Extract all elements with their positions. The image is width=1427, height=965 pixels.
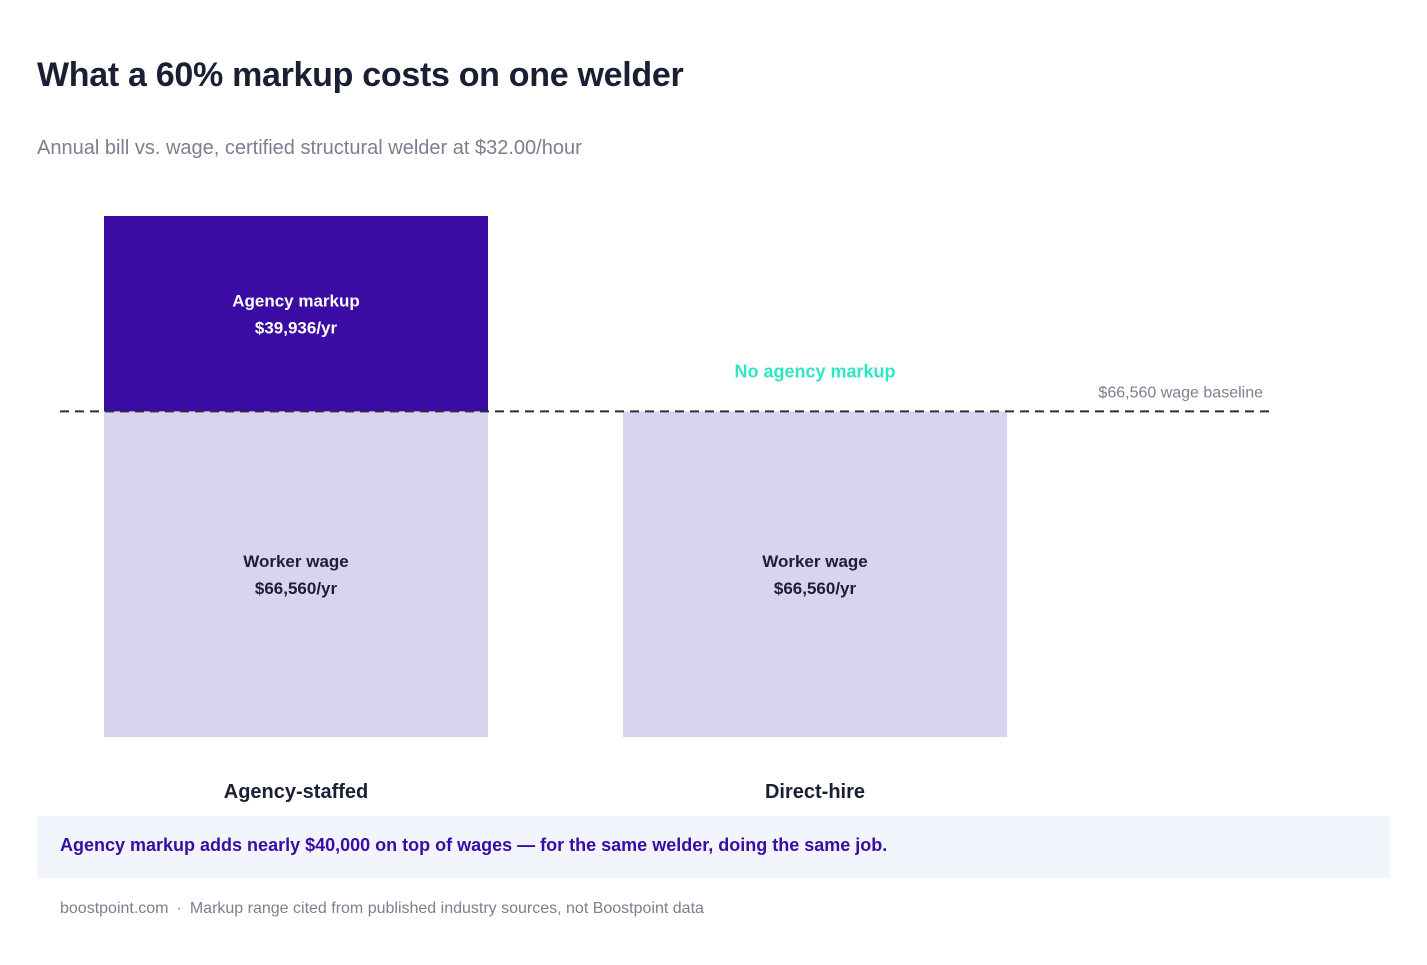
footer: boostpoint.com · Markup range cited from p… xyxy=(60,900,704,918)
label-wage-name-agency-staffed: Worker wage xyxy=(243,552,349,571)
callout-text: Agency markup adds nearly $40,000 on top… xyxy=(60,835,888,855)
label-wage-value-agency-staffed: $66,560/yr xyxy=(255,579,338,598)
bar-wage-direct-hire xyxy=(623,411,1007,737)
category-label-direct-hire: Direct-hire xyxy=(765,781,865,803)
wage-baseline-label: $66,560 wage baseline xyxy=(1098,384,1263,401)
footer-note: Markup range cited from published indust… xyxy=(189,900,704,917)
label-markup-name-agency-staffed: Agency markup xyxy=(232,292,360,311)
bar-wage-agency-staffed xyxy=(104,411,488,737)
label-markup-value-agency-staffed: $39,936/yr xyxy=(255,319,338,338)
label-wage-value-direct-hire: $66,560/yr xyxy=(774,579,857,598)
chart-subtitle: Annual bill vs. wage, certified structur… xyxy=(37,137,582,159)
category-label-agency-staffed: Agency-staffed xyxy=(224,781,368,803)
label-wage-name-direct-hire: Worker wage xyxy=(762,552,868,571)
stacked-bar-chart: Worker wage $66,560/yr Agency markup $39,93… xyxy=(60,216,1275,803)
bar-markup-agency-staffed xyxy=(104,216,488,412)
chart-title: What a 60% markup costs on one welder xyxy=(37,56,684,94)
footer-site: boostpoint.com xyxy=(60,900,169,917)
footer-separator: · xyxy=(176,900,182,917)
label-no-markup: No agency markup xyxy=(734,361,895,381)
callout-box: Agency markup adds nearly $40,000 on top… xyxy=(37,816,1390,878)
